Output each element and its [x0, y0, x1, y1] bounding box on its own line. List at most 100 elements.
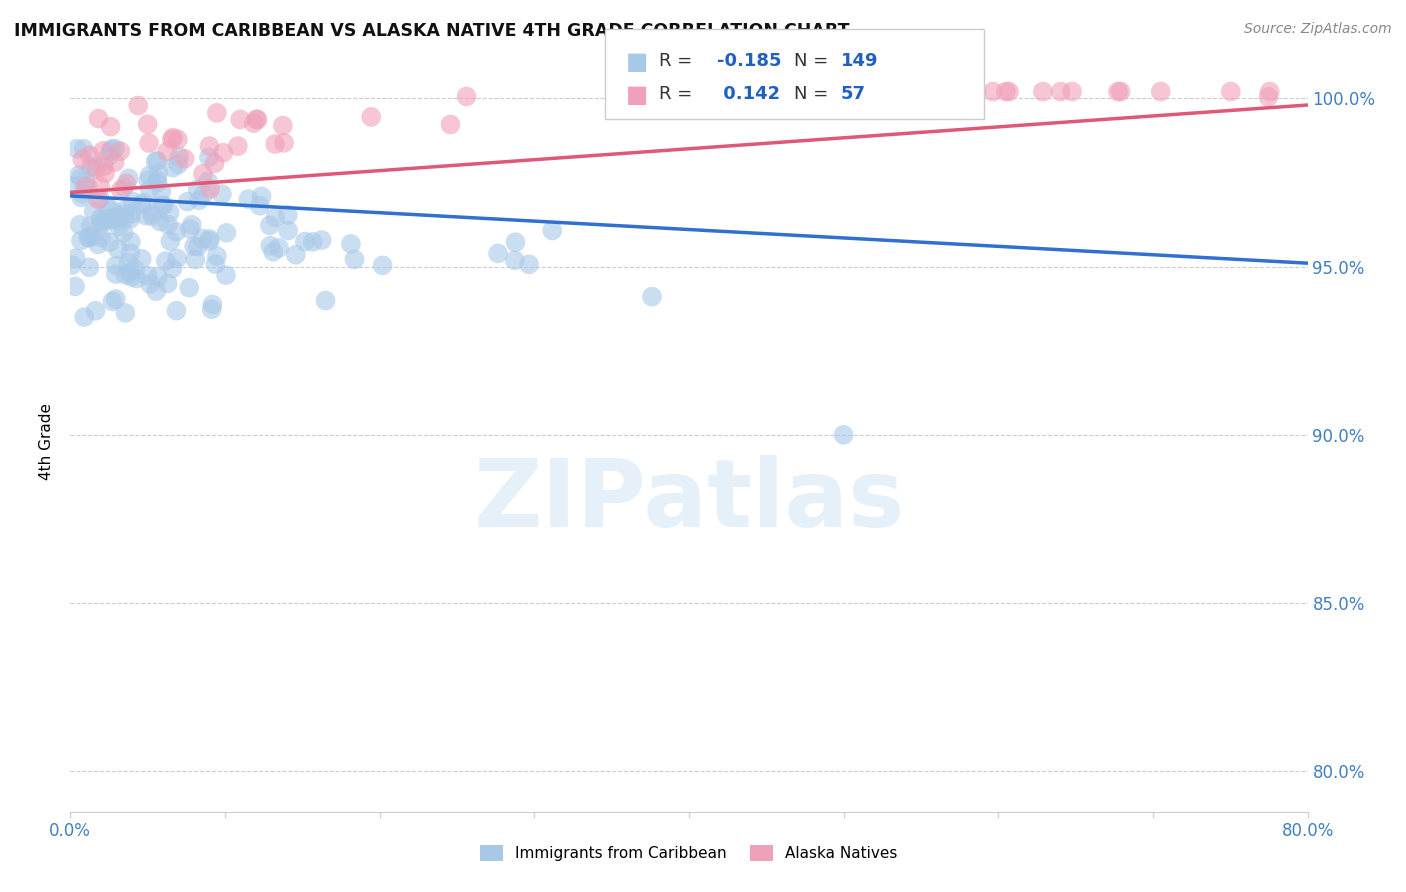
Point — [215, 226, 238, 240]
Point — [97, 213, 120, 227]
Text: 57: 57 — [841, 85, 866, 103]
Point — [129, 197, 152, 211]
Point — [340, 236, 363, 251]
Text: R =: R = — [659, 52, 699, 70]
Text: ■: ■ — [626, 83, 648, 107]
Point — [156, 218, 179, 232]
Point — [63, 279, 86, 293]
Point — [150, 184, 173, 198]
Point — [146, 154, 169, 169]
Point — [284, 248, 307, 262]
Point — [145, 154, 167, 169]
Point — [166, 303, 188, 318]
Point — [98, 211, 121, 226]
Point — [180, 218, 202, 232]
Point — [167, 150, 190, 164]
Legend: Immigrants from Caribbean, Alaska Natives: Immigrants from Caribbean, Alaska Native… — [474, 838, 904, 867]
Point — [155, 254, 177, 268]
Point — [277, 208, 299, 222]
Point — [271, 119, 294, 133]
Point — [1032, 85, 1054, 99]
Point — [229, 112, 252, 127]
Point — [73, 310, 96, 324]
Point — [212, 145, 235, 160]
Point — [193, 187, 215, 202]
Point — [83, 204, 105, 219]
Point — [1257, 90, 1279, 104]
Point — [104, 267, 127, 281]
Point — [84, 303, 107, 318]
Point — [187, 240, 209, 254]
Point — [97, 202, 120, 216]
Point — [93, 159, 115, 173]
Point — [110, 183, 132, 197]
Point — [141, 206, 163, 220]
Point — [124, 262, 146, 277]
Point — [121, 194, 143, 209]
Point — [994, 85, 1017, 99]
Point — [907, 85, 929, 99]
Point — [849, 89, 872, 103]
Point — [242, 116, 264, 130]
Text: IMMIGRANTS FROM CARIBBEAN VS ALASKA NATIVE 4TH GRADE CORRELATION CHART: IMMIGRANTS FROM CARIBBEAN VS ALASKA NATI… — [14, 22, 849, 40]
Point — [259, 238, 281, 252]
Text: 149: 149 — [841, 52, 879, 70]
Point — [67, 168, 90, 182]
Point — [198, 232, 221, 246]
Point — [104, 259, 127, 273]
Point — [112, 226, 135, 240]
Point — [111, 207, 134, 221]
Point — [114, 306, 136, 320]
Point — [294, 235, 316, 249]
Point — [104, 142, 127, 156]
Point — [136, 268, 159, 283]
Point — [101, 142, 124, 156]
Point — [187, 182, 209, 196]
Point — [505, 235, 527, 250]
Point — [148, 166, 170, 180]
Point — [100, 211, 122, 226]
Point — [75, 179, 97, 194]
Point — [162, 161, 184, 175]
Point — [160, 132, 183, 146]
Point — [146, 176, 169, 190]
Point — [273, 136, 295, 150]
Point — [87, 112, 110, 126]
Point — [1049, 85, 1071, 99]
Point — [72, 153, 94, 167]
Text: Source: ZipAtlas.com: Source: ZipAtlas.com — [1244, 22, 1392, 37]
Point — [149, 214, 172, 228]
Text: ZIPatlas: ZIPatlas — [474, 455, 904, 547]
Point — [159, 234, 181, 248]
Point — [1219, 85, 1241, 99]
Point — [114, 211, 136, 226]
Point — [69, 218, 91, 232]
Point — [184, 252, 207, 267]
Point — [60, 178, 83, 193]
Point — [173, 152, 195, 166]
Point — [100, 120, 122, 134]
Point — [84, 160, 107, 174]
Point — [1060, 85, 1083, 99]
Point — [439, 118, 461, 132]
Point — [94, 166, 117, 180]
Point — [89, 179, 111, 194]
Point — [86, 162, 108, 177]
Point — [120, 235, 142, 249]
Point — [79, 260, 101, 275]
Point — [115, 177, 138, 191]
Point — [176, 194, 198, 209]
Point — [131, 252, 153, 266]
Point — [107, 208, 129, 222]
Point — [135, 209, 157, 223]
Point — [925, 97, 948, 112]
Point — [127, 98, 149, 112]
Text: 0.142: 0.142 — [717, 85, 780, 103]
Point — [259, 219, 281, 233]
Point — [197, 174, 219, 188]
Point — [981, 85, 1004, 99]
Point — [162, 261, 184, 276]
Point — [343, 252, 366, 267]
Point — [87, 192, 110, 206]
Point — [371, 259, 394, 273]
